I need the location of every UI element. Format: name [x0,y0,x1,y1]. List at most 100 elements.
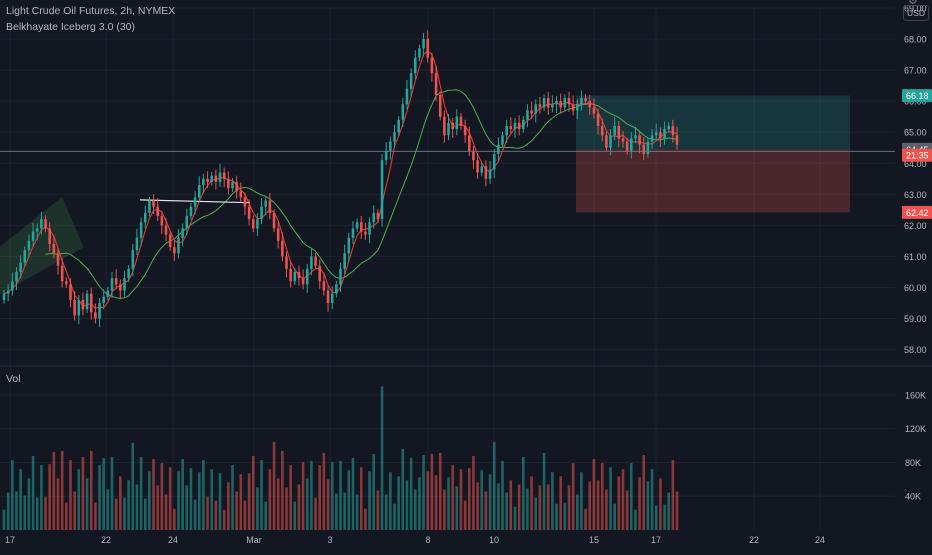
candle-body [401,104,405,120]
volume-bar [364,508,367,530]
volume-bar [397,476,400,530]
candle-body [202,178,205,185]
settings-icon[interactable]: ⚙ [908,0,918,7]
candle-body [264,200,268,207]
volume-bar [422,455,425,530]
candle-body [492,153,496,170]
volume-bar [301,462,305,530]
candle-body [422,39,425,49]
price-badge-stop-text: 62.42 [906,208,929,218]
price-badge-stop [902,205,932,219]
candle-body [563,98,567,108]
volume-bar [243,500,247,530]
candle-body [571,104,575,111]
candle-body [409,73,413,89]
candle-body [443,116,446,136]
volume-bar [646,481,650,530]
volume-bar [405,480,409,530]
volume-bar [123,497,126,530]
candle-body [617,126,621,139]
volume-bar [310,461,313,530]
volume-bar [94,502,97,530]
volume-bar [497,483,500,530]
volume-bar [206,496,209,530]
volume-tick-label: 160K [905,390,926,400]
currency-button[interactable]: USD [903,5,929,21]
candle-body [243,197,247,207]
volume-bar [339,461,342,530]
volume-bar [401,448,405,530]
volume-bar [330,462,334,530]
candle-body [650,135,654,142]
candle-body [567,98,571,105]
candle-body [426,39,430,58]
volume-bar [563,502,567,530]
candle-body [447,122,450,136]
volume-bar [609,467,612,530]
volume-bar [551,472,554,530]
volume-bar [355,494,359,530]
volume-bar [214,500,218,530]
volume-bar [372,454,376,530]
candle-body [584,98,587,102]
candle-body [127,268,130,279]
volume-bar [119,476,122,530]
candle-body [314,256,317,266]
volume-bar [359,467,363,530]
volume-bar [148,471,151,530]
volume-bar [546,484,550,530]
volume-bar [343,492,346,530]
volume-bar [351,458,355,530]
candle-body [2,293,6,300]
volume-bar [272,441,276,530]
volume-bar [459,469,463,530]
volume-bar [69,460,72,530]
time-tick-label: 22 [101,535,111,545]
candle-body [110,278,114,291]
candle-body [609,135,612,148]
volume-bar [185,485,189,530]
price-tick-label: 68.00 [904,35,927,45]
stop-zone [576,149,850,213]
volume-bar [580,472,583,530]
volume-bar [56,478,60,530]
time-tick-label: 15 [589,535,599,545]
candle-body [35,228,39,232]
volume-bar [156,485,159,530]
candle-body [592,107,596,114]
candle-body [347,237,351,254]
volume-bar [264,501,268,530]
candle-body [634,135,637,139]
candle-body [638,135,641,145]
candle-body [434,73,438,95]
volume-bar [276,478,280,530]
volume-bar [426,471,430,530]
volume-bar [177,471,180,530]
candle-body [484,166,488,179]
candle-body [455,116,459,130]
candle-body [135,237,139,251]
volume-bar [31,456,35,530]
volume-bar [131,442,135,530]
volume-bar [393,503,396,530]
volume-bar [77,469,81,530]
candle-body [235,181,238,192]
volume-bar [451,465,454,530]
candle-body [335,284,338,294]
volume-bar [522,457,525,530]
price-tick-label: 58.00 [904,345,927,355]
candle-body [534,104,538,114]
volume-bar [239,474,243,530]
candle-body [330,293,334,303]
candle-body [156,206,159,217]
volume-bar [281,450,284,530]
candle-body [355,222,359,229]
candle-body [102,296,105,303]
candle-body [164,225,168,235]
candle-body [85,293,89,310]
candle-body [501,135,504,145]
candle-body [227,178,230,189]
candle-body [148,200,151,213]
